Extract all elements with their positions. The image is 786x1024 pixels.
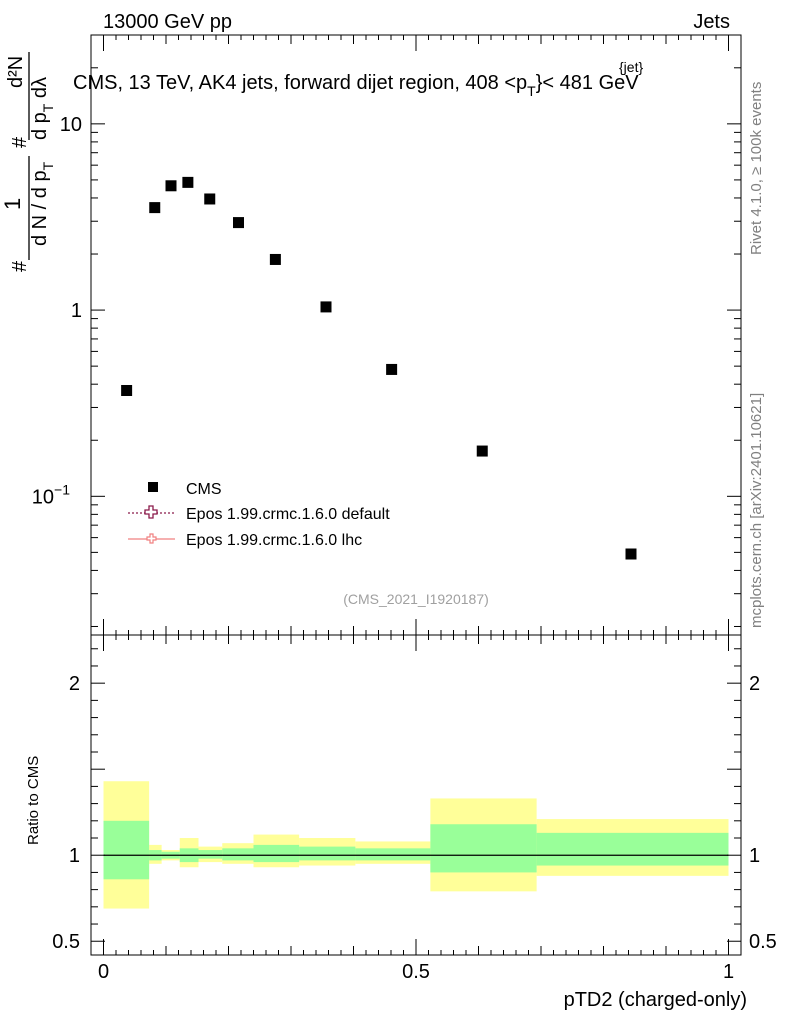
legend: CMS Epos 1.99.crmc.1.6.0 default Epos 1.… bbox=[128, 481, 390, 549]
ratio-uncertainty-bands bbox=[103, 781, 729, 909]
legend-label-cms: CMS bbox=[186, 481, 222, 498]
legend-label-epos-lhc: Epos 1.99.crmc.1.6.0 lhc bbox=[186, 532, 362, 549]
ylabel-right-den-sub: T bbox=[40, 103, 56, 112]
ratio-ytick-label-right: 2 bbox=[749, 673, 760, 695]
ratio-plot-frame bbox=[90, 634, 742, 956]
rivet-version-label: Rivet 4.1.0, ≥ 100k events bbox=[748, 82, 765, 255]
x-axis-label: pTD2 (charged-only) bbox=[564, 989, 747, 1011]
plot-title-main: CMS, 13 TeV, AK4 jets, forward dijet reg… bbox=[73, 72, 527, 94]
plot-title-sub: T bbox=[527, 83, 536, 99]
ylabel-denominator: d N / d pT bbox=[29, 161, 56, 246]
cms-data-point bbox=[182, 176, 194, 188]
cms-data-point bbox=[625, 548, 637, 560]
cms-data-point bbox=[476, 445, 488, 457]
ratio-ytick-label-left: 1 bbox=[69, 845, 80, 867]
legend-marker-cms bbox=[148, 482, 158, 492]
category-label: Jets bbox=[693, 11, 730, 33]
main-ytick-label-base: 1 bbox=[71, 300, 82, 322]
ratio-xtick-label: 0.5 bbox=[402, 961, 430, 983]
main-ytick-label-base: 10 bbox=[32, 486, 54, 508]
ratio-ytick-label-right: 1 bbox=[749, 845, 760, 867]
legend-marker-epos-lhc bbox=[128, 533, 175, 544]
legend-label-epos-default: Epos 1.99.crmc.1.6.0 default bbox=[186, 506, 390, 523]
ratio-inner-band bbox=[355, 848, 431, 861]
cms-data-point bbox=[165, 180, 177, 192]
cms-data-point bbox=[269, 253, 281, 265]
energy-label: 13000 GeV pp bbox=[103, 11, 232, 33]
ratio-xtick-label: 1 bbox=[723, 961, 734, 983]
ratio-xtick-label: 0 bbox=[98, 961, 109, 983]
ylabel-right-hash: # bbox=[9, 136, 31, 148]
ratio-plot-panel: 0.5 0.51 12 2 0 0.5 1 Ratio to CMS pTD2 (char… bbox=[25, 634, 777, 1011]
source-label: mcplots.cern.ch [arXiv:2401.10621] bbox=[748, 393, 765, 628]
ylabel-den-text: d N / d p bbox=[29, 170, 51, 246]
cms-data-points bbox=[121, 176, 637, 560]
ratio-inner-band bbox=[222, 848, 254, 861]
cms-data-point bbox=[233, 217, 244, 229]
main-y-axis-label: # 1 d N / d pT # d²N d pT dλ bbox=[0, 52, 56, 272]
ylabel-right-numerator: d²N bbox=[5, 56, 27, 88]
ratio-inner-band bbox=[536, 832, 729, 866]
ratio-axis-ticks bbox=[91, 635, 741, 955]
ratio-ytick-label-left: 0.5 bbox=[52, 931, 80, 953]
cms-data-point bbox=[121, 384, 133, 396]
main-axis-ticks bbox=[91, 34, 741, 635]
main-ytick-label: 1 bbox=[71, 300, 82, 322]
ylabel-right-den-tail: dλ bbox=[29, 77, 51, 104]
ratio-ytick-labels: 0.5 0.5 1 1 2 2 bbox=[52, 673, 777, 953]
ratio-ytick-label-right: 0.5 bbox=[749, 931, 777, 953]
cms-data-point bbox=[320, 301, 332, 313]
ratio-inner-band bbox=[299, 846, 356, 861]
ratio-ytick-label-left: 2 bbox=[69, 673, 80, 695]
cms-data-point bbox=[204, 193, 216, 205]
plot-title: CMS, 13 TeV, AK4 jets, forward dijet reg… bbox=[73, 72, 639, 99]
ylabel-den-sub: T bbox=[40, 161, 56, 170]
ratio-inner-band bbox=[103, 820, 150, 880]
ylabel-right-den-text: d p bbox=[29, 112, 51, 140]
ylabel-hash: # bbox=[9, 260, 31, 272]
main-ytick-label-base: 10 bbox=[60, 114, 82, 136]
ratio-inner-band bbox=[430, 824, 537, 873]
main-ytick-label: 10 bbox=[60, 114, 82, 136]
ylabel-one: 1 bbox=[0, 198, 25, 210]
main-ytick-label: 10−1 bbox=[32, 481, 70, 508]
plot-title-sup: {jet} bbox=[619, 59, 643, 75]
ratio-inner-band bbox=[253, 844, 300, 863]
plot-title-tail: }< 481 GeV bbox=[536, 72, 640, 94]
main-plot-panel: CMS, 13 TeV, AK4 jets, forward dijet reg… bbox=[0, 34, 742, 636]
cms-data-point bbox=[386, 363, 398, 375]
ratio-inner-band bbox=[198, 850, 223, 859]
main-ytick-label-exponent: −1 bbox=[54, 481, 70, 497]
analysis-id: (CMS_2021_I1920187) bbox=[343, 591, 489, 607]
cms-data-point bbox=[149, 202, 161, 214]
ylabel-right-denominator: d pT dλ bbox=[29, 77, 56, 140]
legend-marker-epos-default bbox=[128, 505, 175, 519]
ratio-xtick-labels: 0 0.5 1 bbox=[98, 961, 734, 983]
ratio-y-axis-label: Ratio to CMS bbox=[25, 756, 42, 845]
